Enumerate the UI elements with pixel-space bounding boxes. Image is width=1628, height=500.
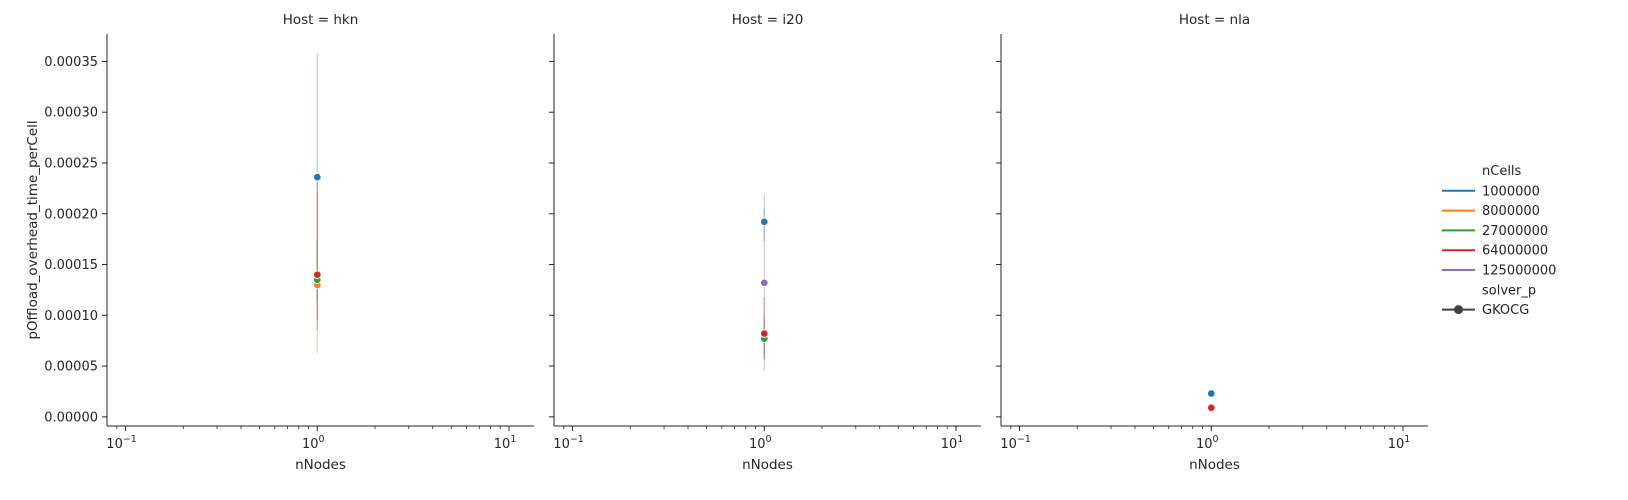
- y-tick-label: 0.00025: [44, 156, 98, 171]
- x-tick-label: 100: [1196, 434, 1219, 452]
- point-i20-1000000: [760, 217, 769, 227]
- y-tick-label: 0.00015: [44, 258, 98, 273]
- legend: nCells 1000000 8000000 27000000 64000000 1250…: [1442, 164, 1556, 318]
- legend-hue-title: nCells: [1482, 164, 1522, 179]
- point-nla-1000000: [1207, 389, 1216, 398]
- legend-label: 27000000: [1482, 224, 1548, 239]
- y-tick-label: 0.00005: [44, 360, 98, 375]
- x-axis-title: nNodes: [295, 457, 346, 473]
- x-axis-title: nNodes: [742, 457, 793, 473]
- x-tick-label: 101: [1388, 434, 1411, 452]
- y-tick-label: 0.00020: [44, 207, 98, 222]
- point-i20-125000000: [760, 278, 769, 288]
- facet-panel-nla: Host = nla 10−1 100 101 nNodes: [996, 12, 1428, 473]
- legend-label: 125000000: [1482, 264, 1556, 279]
- legend-label: GKOCG: [1482, 303, 1529, 318]
- x-tick-label: 10−1: [553, 434, 584, 452]
- point-hkn-1000000: [313, 172, 322, 182]
- x-tick-label: 10−1: [106, 434, 137, 452]
- facet-panel-hkn: Host = hkn 0.00000 0.00005 0.00010 0.00015 0.…: [44, 12, 534, 473]
- x-tick-label: 100: [749, 434, 772, 452]
- y-tick-label: 0.00000: [44, 410, 98, 425]
- point-hkn-64000000: [313, 270, 322, 279]
- y-axis-title: pOffload_overhead_time_perCell: [25, 120, 41, 339]
- legend-label: 8000000: [1482, 204, 1540, 219]
- x-tick-label: 101: [941, 434, 964, 452]
- facet-title: Host = nla: [1179, 12, 1250, 28]
- legend-style-marker: [1454, 305, 1463, 315]
- point-nla-64000000: [1207, 403, 1216, 412]
- x-tick-label: 100: [302, 434, 325, 452]
- x-tick-label: 101: [494, 434, 517, 452]
- y-tick-label: 0.00035: [44, 55, 98, 70]
- x-tick-label: 10−1: [1000, 434, 1031, 452]
- facet-title: Host = hkn: [283, 12, 359, 28]
- y-tick-label: 0.00010: [44, 309, 98, 324]
- point-i20-64000000: [760, 329, 769, 338]
- facet-title: Host = i20: [732, 12, 804, 28]
- legend-label: 64000000: [1482, 244, 1548, 259]
- y-tick-label: 0.00030: [44, 106, 98, 121]
- facet-panel-i20: Host = i20 10−1 100 101 nNodes: [549, 12, 981, 473]
- x-axis-title: nNodes: [1189, 457, 1240, 473]
- legend-style-title: solver_p: [1482, 283, 1536, 298]
- legend-label: 1000000: [1482, 184, 1540, 199]
